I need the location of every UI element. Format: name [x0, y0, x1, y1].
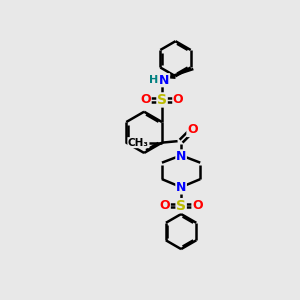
Text: O: O [173, 93, 184, 106]
Text: S: S [176, 199, 186, 213]
Text: O: O [192, 199, 202, 212]
Text: N: N [159, 74, 169, 87]
Text: CH₃: CH₃ [128, 138, 149, 148]
Text: S: S [157, 93, 167, 107]
Text: O: O [187, 124, 198, 136]
Text: N: N [176, 150, 186, 163]
Text: O: O [140, 93, 151, 106]
Text: H: H [149, 75, 158, 85]
Text: N: N [176, 181, 186, 194]
Text: O: O [160, 199, 170, 212]
